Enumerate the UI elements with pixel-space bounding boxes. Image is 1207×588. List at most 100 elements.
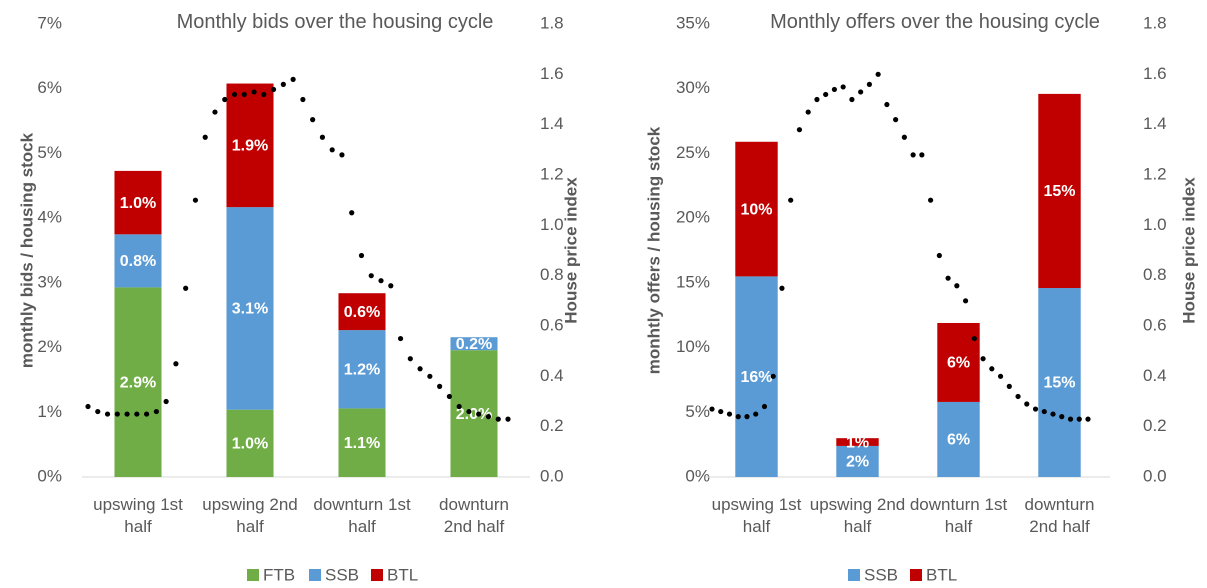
data-label: 3.1% bbox=[232, 301, 268, 318]
data-label: 15% bbox=[1043, 183, 1075, 200]
data-label: 1.1% bbox=[344, 435, 380, 452]
line-point bbox=[910, 152, 916, 158]
chart-title: Monthly offers over the housing cycle bbox=[770, 11, 1100, 33]
y2-tick-label: 0.0 bbox=[540, 466, 564, 485]
x-tick-label: upswing 1st half bbox=[711, 495, 802, 536]
y2-tick-label: 0.4 bbox=[1143, 366, 1167, 385]
legend-swatch bbox=[309, 569, 321, 581]
y-tick-label: 4% bbox=[37, 208, 62, 227]
y2-tick-label: 1.8 bbox=[540, 13, 564, 32]
y-tick-label: 3% bbox=[37, 272, 62, 291]
line-point bbox=[222, 96, 228, 103]
line-point bbox=[1059, 414, 1065, 420]
bar-segment bbox=[836, 438, 879, 446]
line-point bbox=[85, 403, 91, 410]
line-point bbox=[1050, 411, 1056, 417]
y2-tick-label: 1.6 bbox=[1143, 64, 1167, 83]
line-point bbox=[407, 356, 413, 362]
data-label: 1% bbox=[846, 434, 869, 451]
line-point bbox=[349, 210, 355, 216]
line-point bbox=[163, 398, 169, 405]
line-point bbox=[796, 127, 803, 133]
y-tick-label: 6% bbox=[37, 78, 62, 97]
line-point bbox=[726, 411, 733, 417]
line-point bbox=[202, 134, 208, 140]
bar-segment bbox=[226, 409, 274, 477]
bar-segment bbox=[338, 293, 386, 331]
line-point bbox=[1015, 393, 1021, 400]
bar-segment bbox=[338, 408, 386, 477]
bar-segment bbox=[735, 141, 778, 277]
line-point bbox=[319, 134, 326, 140]
data-label: 1.0% bbox=[232, 436, 268, 453]
line-point bbox=[280, 81, 286, 87]
line-point bbox=[814, 96, 820, 103]
legend-swatch bbox=[247, 569, 259, 581]
line-point bbox=[858, 89, 864, 95]
line-point bbox=[1032, 406, 1039, 412]
line-point bbox=[437, 383, 443, 389]
line-point bbox=[495, 416, 501, 422]
data-label: 10% bbox=[740, 201, 772, 218]
line-point bbox=[788, 197, 794, 203]
line-point bbox=[368, 273, 374, 279]
line-point bbox=[114, 411, 120, 417]
line-point bbox=[1006, 383, 1012, 389]
line-point bbox=[770, 373, 776, 379]
line-point bbox=[310, 117, 316, 123]
y2-tick-label: 1.4 bbox=[1143, 114, 1167, 133]
data-label: 0.2% bbox=[456, 336, 492, 353]
y-tick-label: 15% bbox=[676, 272, 710, 291]
x-tick-label: downturn 2nd half bbox=[1024, 495, 1095, 536]
y-axis-title: monhtly offers / housing stock bbox=[644, 126, 663, 374]
line-point bbox=[735, 414, 741, 420]
line-point bbox=[300, 96, 306, 103]
bar-segment bbox=[114, 234, 162, 288]
data-label: 1.2% bbox=[344, 361, 380, 378]
line-point bbox=[962, 298, 969, 304]
bar-segment bbox=[338, 330, 386, 409]
line-point bbox=[427, 373, 433, 379]
line-point bbox=[1024, 401, 1030, 407]
y2-tick-label: 1.6 bbox=[540, 64, 564, 83]
line-point bbox=[329, 147, 335, 153]
data-label: 6% bbox=[947, 432, 970, 449]
line-point bbox=[997, 373, 1004, 379]
line-point bbox=[173, 361, 179, 367]
bar-segment bbox=[114, 170, 162, 235]
data-label: 2% bbox=[846, 454, 869, 471]
line-point bbox=[476, 411, 482, 417]
line-point bbox=[124, 411, 130, 417]
line-point bbox=[485, 414, 492, 420]
legend-swatch bbox=[848, 569, 860, 581]
y-tick-label: 2% bbox=[37, 337, 62, 356]
line-point bbox=[945, 275, 951, 281]
line-point bbox=[505, 416, 511, 422]
data-label: 15% bbox=[1043, 375, 1075, 392]
bar-segment bbox=[1038, 288, 1081, 477]
line-point bbox=[971, 335, 977, 342]
line-point bbox=[134, 411, 140, 417]
line-point bbox=[849, 96, 855, 103]
y-tick-label: 20% bbox=[676, 208, 710, 227]
x-tick-label: downturn 2nd half bbox=[439, 495, 509, 536]
data-label: 2.0% bbox=[456, 406, 492, 423]
x-tick-label: upswing 2nd half bbox=[202, 495, 298, 536]
line-point bbox=[753, 411, 759, 417]
bar-segment bbox=[450, 337, 498, 351]
y-tick-label: 30% bbox=[676, 78, 710, 97]
line-point bbox=[466, 408, 472, 415]
y2-tick-label: 0.0 bbox=[1143, 466, 1167, 485]
y2-tick-label: 0.8 bbox=[1143, 265, 1167, 284]
line-point bbox=[1041, 408, 1047, 415]
bar-segment bbox=[1038, 93, 1081, 289]
line-point bbox=[893, 117, 899, 123]
line-point bbox=[290, 76, 296, 82]
y-axis-title: monthly bids / housing stock bbox=[17, 132, 36, 368]
line-point bbox=[936, 252, 942, 259]
line-point bbox=[1067, 416, 1074, 422]
line-point bbox=[875, 71, 881, 77]
line-point bbox=[840, 84, 846, 90]
data-label: 1.9% bbox=[232, 138, 268, 155]
